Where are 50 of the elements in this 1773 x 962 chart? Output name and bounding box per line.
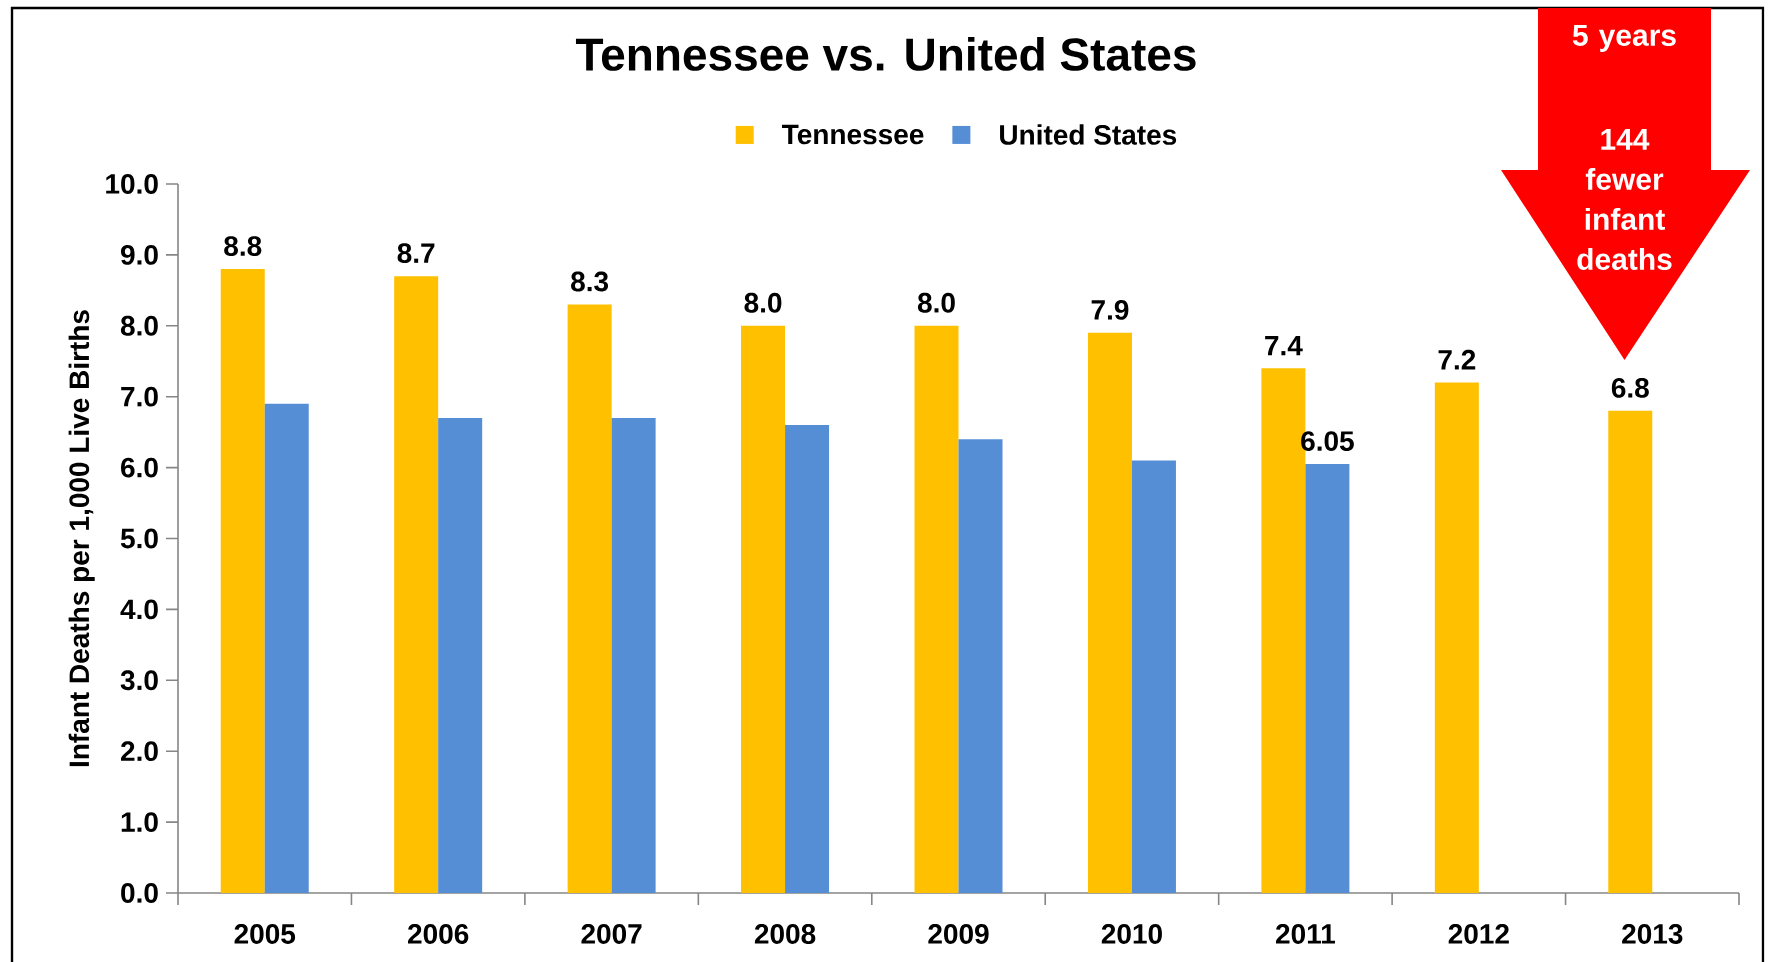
- data-label: 8.3: [571, 271, 609, 292]
- y-tick-label: 6.0: [121, 457, 158, 478]
- data-label: 8.0: [917, 292, 955, 313]
- x-tick-label: 2012: [1448, 924, 1509, 944]
- y-tick-label: 3.0: [120, 670, 158, 691]
- x-tick-label: 2011: [1275, 924, 1335, 944]
- x-tick-label: 2006: [408, 924, 469, 944]
- y-tick-label: 4.0: [120, 599, 158, 620]
- bar: [1305, 464, 1350, 893]
- data-label: 8.0: [744, 292, 782, 313]
- y-tick-label: 5.0: [120, 528, 158, 549]
- bar: [1087, 332, 1132, 893]
- text: 5 years: [1572, 25, 1676, 52]
- x-tick-label: 2013: [1622, 924, 1683, 944]
- bar: [438, 417, 483, 893]
- bar: [567, 304, 612, 893]
- bar: [220, 269, 265, 893]
- y-tick-label: 9.0: [120, 244, 158, 265]
- x-tick-label: 2009: [928, 924, 989, 944]
- x-tick-label: 2007: [581, 924, 642, 944]
- annotation: 144 fewer infant deaths: [1577, 129, 1672, 270]
- data-label: 6.8: [1611, 377, 1649, 398]
- x-tick-label: 2005: [234, 924, 296, 944]
- bar: [394, 276, 439, 893]
- chart-title: Tennessee vs. United States: [575, 37, 1196, 71]
- y-tick-label: 10.0: [106, 174, 158, 194]
- bar: [264, 403, 309, 893]
- y-tick-label: 0.0: [121, 883, 158, 903]
- data-label: 7.9: [1091, 299, 1129, 320]
- y-tick-label: 8.0: [120, 315, 158, 336]
- y-tick-label: 7.0: [121, 386, 158, 407]
- data-label: 8.7: [397, 243, 435, 264]
- data-label: 7.2: [1438, 349, 1476, 370]
- y-tick-label: 2.0: [120, 741, 158, 762]
- bar: [611, 417, 656, 893]
- legend-label: United States: [1000, 124, 1177, 145]
- bar: [741, 325, 786, 893]
- bar: [785, 425, 830, 893]
- data-label: 7.4: [1265, 336, 1303, 356]
- x-tick-label: 2010: [1101, 924, 1162, 944]
- bar: [1608, 410, 1653, 893]
- bar: [914, 325, 959, 893]
- x-tick-label: 2008: [754, 924, 816, 944]
- y-axis-title: Infant Deaths per 1,000 Live Births: [68, 310, 95, 767]
- bar: [1434, 382, 1479, 893]
- data-label: 8.8: [224, 236, 262, 257]
- bar: [1131, 460, 1176, 893]
- y-tick-label: 1.0: [121, 812, 158, 833]
- bar: [958, 439, 1003, 893]
- legend-label: Tennessee: [782, 124, 924, 145]
